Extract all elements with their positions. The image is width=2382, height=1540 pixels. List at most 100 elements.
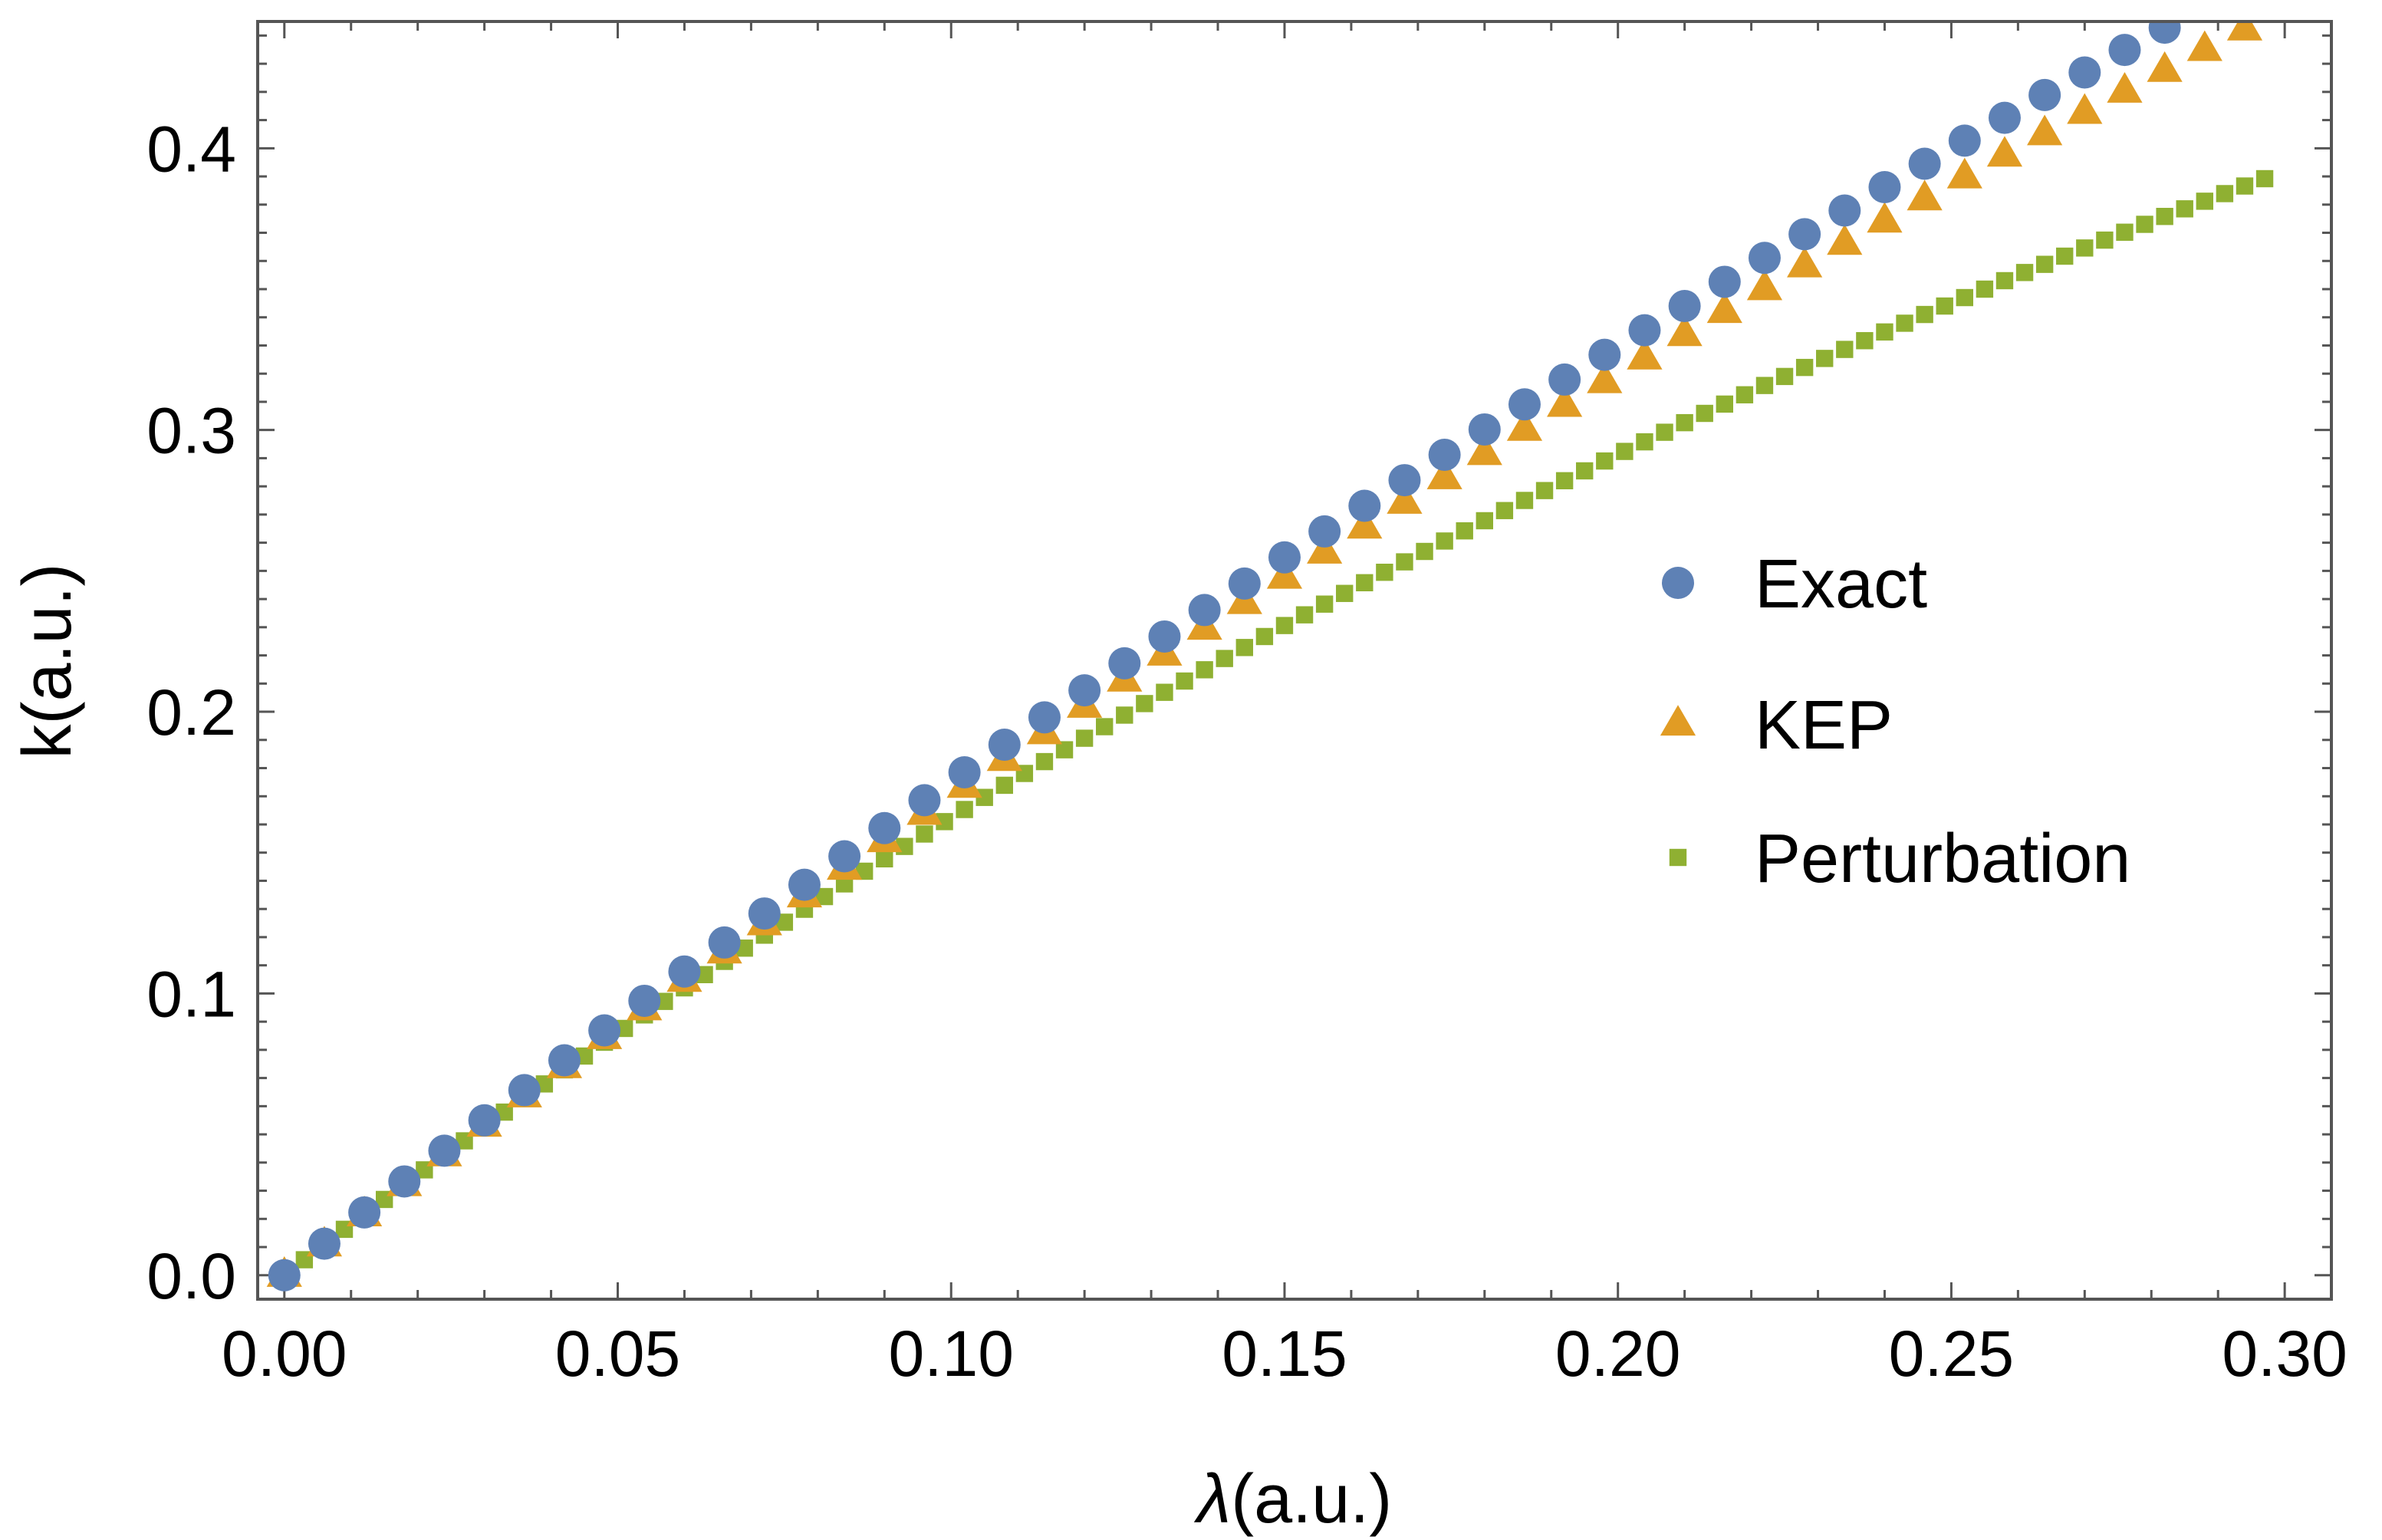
data-point bbox=[1908, 147, 1941, 180]
data-point bbox=[508, 1074, 541, 1107]
plot-frame bbox=[256, 20, 2333, 1301]
data-point bbox=[1795, 358, 1814, 377]
data-point bbox=[1387, 482, 1423, 514]
x-axis-title-unit: (a.u.) bbox=[1231, 1461, 1392, 1538]
x-tick-label: 0.25 bbox=[1889, 1318, 2015, 1390]
data-point bbox=[1746, 269, 1783, 301]
data-point bbox=[856, 862, 874, 880]
series-exact bbox=[268, 21, 2208, 1292]
data-point bbox=[916, 825, 933, 843]
y-tick-label: 0.1 bbox=[146, 958, 236, 1030]
y-tick-label: 0.3 bbox=[146, 395, 236, 467]
data-point bbox=[1116, 706, 1133, 724]
series-perturbation bbox=[275, 169, 2274, 1284]
data-point bbox=[1347, 508, 1383, 539]
data-point bbox=[1028, 701, 1061, 734]
y-tick-label: 0.2 bbox=[146, 676, 236, 749]
data-point bbox=[1547, 386, 1583, 417]
data-point bbox=[936, 813, 953, 831]
data-point bbox=[1976, 280, 1994, 298]
data-point bbox=[1755, 377, 1774, 394]
data-point bbox=[2027, 114, 2063, 146]
data-point bbox=[2015, 264, 2034, 281]
data-point bbox=[1948, 124, 1981, 157]
data-point bbox=[2216, 185, 2234, 202]
data-point bbox=[815, 887, 834, 906]
data-point bbox=[2035, 255, 2054, 273]
data-point bbox=[976, 788, 993, 806]
data-point bbox=[1308, 515, 1341, 548]
data-point bbox=[1466, 434, 1502, 466]
data-point bbox=[1176, 672, 1193, 690]
data-point bbox=[1588, 338, 1621, 371]
x-tick-label: 0.10 bbox=[888, 1318, 1014, 1390]
data-point bbox=[1827, 224, 1863, 255]
data-point bbox=[1907, 179, 1943, 211]
data-point bbox=[868, 811, 901, 844]
data-point bbox=[308, 1227, 341, 1260]
data-point bbox=[1456, 522, 1473, 540]
data-point bbox=[1055, 741, 1074, 758]
data-point bbox=[1426, 459, 1462, 489]
data-point bbox=[1235, 639, 1253, 656]
data-point bbox=[2096, 231, 2114, 249]
data-point bbox=[2196, 192, 2214, 210]
data-point bbox=[748, 897, 781, 930]
data-point bbox=[2116, 223, 2134, 241]
data-point bbox=[1706, 292, 1742, 324]
data-point bbox=[1356, 574, 1374, 591]
data-point bbox=[876, 850, 893, 868]
data-point bbox=[1856, 332, 1874, 350]
x-tick-label: 0.00 bbox=[222, 1318, 347, 1390]
data-point bbox=[2148, 21, 2181, 44]
data-point bbox=[1946, 157, 1982, 189]
data-point bbox=[1628, 314, 1661, 347]
data-point bbox=[656, 992, 673, 1010]
data-point bbox=[1986, 136, 2023, 167]
legend-marker-kep bbox=[1660, 705, 1696, 736]
data-point bbox=[1508, 388, 1541, 421]
data-point bbox=[1136, 695, 1153, 712]
data-point bbox=[348, 1196, 381, 1229]
data-point bbox=[1148, 620, 1181, 653]
data-point bbox=[1828, 194, 1861, 227]
data-point bbox=[775, 913, 794, 931]
data-point bbox=[1315, 595, 1334, 613]
data-point bbox=[1428, 439, 1461, 472]
data-point bbox=[2068, 56, 2101, 89]
data-point bbox=[1548, 363, 1581, 396]
data-point bbox=[1716, 395, 1733, 413]
data-point bbox=[1476, 512, 1493, 530]
data-point bbox=[1255, 627, 1274, 646]
data-point bbox=[1348, 489, 1381, 522]
legend-marker-exact bbox=[1662, 567, 1694, 599]
data-point bbox=[1636, 433, 1653, 451]
data-point bbox=[1468, 413, 1501, 446]
data-point bbox=[908, 784, 941, 817]
data-point bbox=[1436, 532, 1453, 550]
data-point bbox=[2176, 200, 2193, 218]
data-point bbox=[548, 1044, 581, 1077]
data-point bbox=[495, 1103, 513, 1121]
data-point bbox=[1515, 492, 1534, 509]
data-point bbox=[1555, 472, 1574, 490]
data-point bbox=[1108, 647, 1141, 680]
data-point bbox=[1676, 413, 1693, 432]
data-point bbox=[2255, 169, 2274, 188]
data-point bbox=[1876, 323, 1893, 341]
data-marks bbox=[266, 21, 2274, 1292]
data-point bbox=[1696, 404, 1713, 423]
legend-label-exact: Exact bbox=[1755, 546, 1927, 623]
data-point bbox=[268, 1259, 301, 1292]
data-point bbox=[1495, 502, 1514, 519]
data-point bbox=[2156, 208, 2173, 225]
data-point bbox=[988, 729, 1021, 762]
x-tick-label: 0.30 bbox=[2222, 1318, 2347, 1390]
data-point bbox=[1836, 341, 1854, 358]
data-point bbox=[1616, 443, 1634, 460]
data-point bbox=[2236, 177, 2254, 195]
data-point bbox=[2056, 247, 2074, 265]
data-point bbox=[1656, 423, 1673, 441]
data-point bbox=[1736, 386, 1754, 403]
data-point bbox=[1216, 650, 1233, 667]
